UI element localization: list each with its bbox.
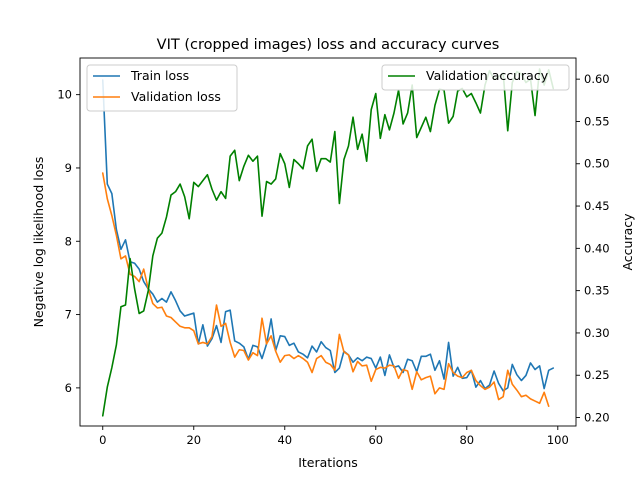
ticks-layer: 0 20 40 60 80 100 6 7 8 9 10 0.20 0.25 0.30 0.35 0.40 0.… xyxy=(57,72,609,447)
y-axis-label-right: Accuracy xyxy=(620,213,635,271)
legend-left-frame xyxy=(86,64,238,112)
y-tick-label-right: 0.30 xyxy=(584,326,610,340)
y-tick-label-left: 8 xyxy=(65,234,72,248)
x-axis-label: Iterations xyxy=(298,455,358,470)
y-tick-label-right: 0.60 xyxy=(584,72,610,86)
x-tick-label: 60 xyxy=(368,433,383,447)
x-tick-label: 80 xyxy=(459,433,474,447)
y-tick-label-left: 7 xyxy=(65,308,72,322)
y-tick-label-left: 6 xyxy=(65,381,72,395)
legend-label-validation-accuracy: Validation accuracy xyxy=(426,68,549,83)
y-tick-label-left: 10 xyxy=(57,88,72,102)
series-layer xyxy=(101,68,555,417)
legend-right-frame xyxy=(381,64,570,91)
y-tick-label-left: 9 xyxy=(65,161,72,175)
x-tick-label: 100 xyxy=(547,433,569,447)
x-tick-label: 20 xyxy=(186,433,201,447)
chart-title: VIT (cropped images) loss and accuracy c… xyxy=(157,37,500,53)
legend-left: Train loss Validation loss xyxy=(86,64,238,112)
series-line-validation-loss xyxy=(101,172,550,408)
y-tick-label-right: 0.55 xyxy=(584,114,610,128)
x-tick-label: 0 xyxy=(99,433,106,447)
plot-frame xyxy=(79,57,577,427)
y-tick-label-right: 0.45 xyxy=(584,199,610,213)
x-tick-label: 40 xyxy=(277,433,292,447)
y-tick-label-right: 0.25 xyxy=(584,368,610,382)
y-tick-label-right: 0.50 xyxy=(584,157,610,171)
legend-right: Validation accuracy xyxy=(381,64,570,91)
y-tick-label-right: 0.20 xyxy=(584,411,610,425)
y-tick-label-right: 0.35 xyxy=(584,284,610,298)
y-axis-label-left: Negative log likelihood loss xyxy=(31,157,46,328)
legend-label-train-loss: Train loss xyxy=(130,68,189,83)
legend-label-validation-loss: Validation loss xyxy=(131,89,221,104)
y-tick-label-right: 0.40 xyxy=(584,241,610,255)
series-line-validation-accuracy xyxy=(101,68,555,417)
